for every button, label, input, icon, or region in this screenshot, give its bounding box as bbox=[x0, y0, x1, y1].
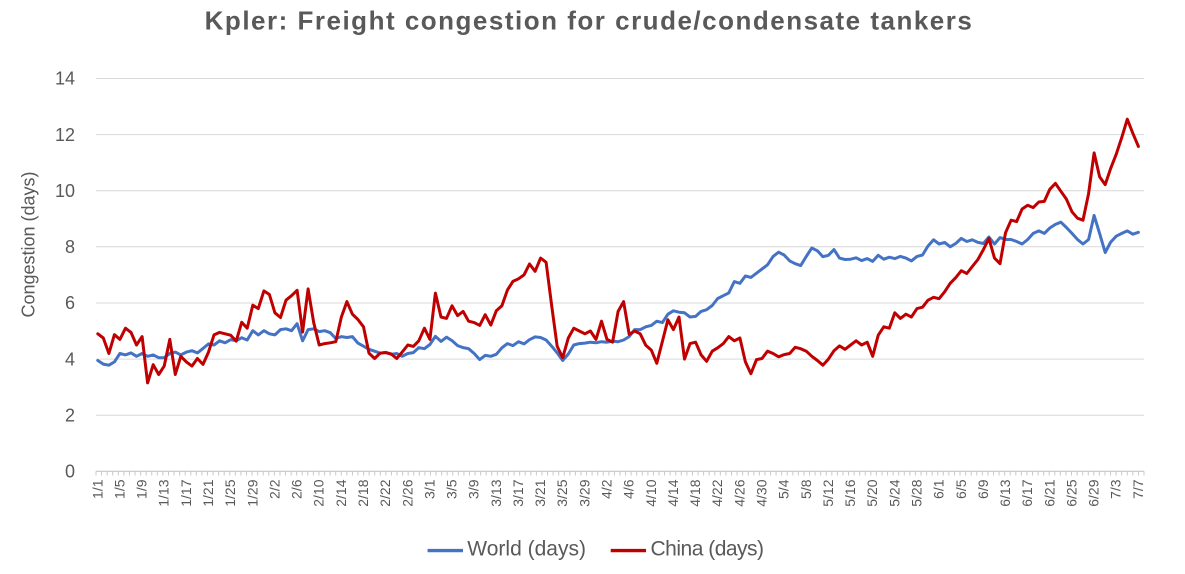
svg-text:0: 0 bbox=[65, 462, 75, 482]
svg-text:4/30: 4/30 bbox=[754, 479, 770, 506]
svg-text:5/24: 5/24 bbox=[886, 479, 902, 506]
svg-text:World (days): World (days) bbox=[467, 537, 586, 560]
svg-text:1/1: 1/1 bbox=[89, 479, 105, 499]
svg-text:5/4: 5/4 bbox=[776, 479, 792, 499]
svg-text:6: 6 bbox=[65, 293, 75, 313]
svg-text:1/9: 1/9 bbox=[134, 479, 150, 499]
svg-text:8: 8 bbox=[65, 237, 75, 257]
svg-text:6/29: 6/29 bbox=[1086, 479, 1102, 506]
svg-text:6/13: 6/13 bbox=[997, 479, 1013, 506]
svg-text:3/9: 3/9 bbox=[466, 479, 482, 499]
svg-text:4/10: 4/10 bbox=[643, 479, 659, 506]
svg-text:3/17: 3/17 bbox=[510, 479, 526, 506]
svg-text:5/20: 5/20 bbox=[864, 479, 880, 506]
svg-text:6/17: 6/17 bbox=[1019, 479, 1035, 506]
svg-text:1/5: 1/5 bbox=[111, 479, 127, 499]
svg-text:1/13: 1/13 bbox=[156, 479, 172, 506]
svg-text:4/14: 4/14 bbox=[665, 479, 681, 506]
svg-text:6/25: 6/25 bbox=[1064, 479, 1080, 506]
svg-text:6/21: 6/21 bbox=[1041, 479, 1057, 506]
svg-text:Congestion (days): Congestion (days) bbox=[19, 171, 39, 317]
svg-text:3/13: 3/13 bbox=[488, 479, 504, 506]
svg-text:1/25: 1/25 bbox=[222, 479, 238, 506]
svg-text:7/7: 7/7 bbox=[1130, 479, 1146, 499]
svg-text:1/17: 1/17 bbox=[178, 479, 194, 506]
svg-text:5/12: 5/12 bbox=[820, 479, 836, 506]
svg-text:4/26: 4/26 bbox=[731, 479, 747, 506]
svg-text:6/9: 6/9 bbox=[975, 479, 991, 499]
svg-text:2/22: 2/22 bbox=[377, 479, 393, 506]
svg-text:4/2: 4/2 bbox=[599, 479, 615, 499]
svg-text:5/16: 5/16 bbox=[842, 479, 858, 506]
svg-text:2: 2 bbox=[65, 405, 75, 425]
svg-text:5/28: 5/28 bbox=[909, 479, 925, 506]
svg-text:6/5: 6/5 bbox=[953, 479, 969, 499]
svg-text:2/10: 2/10 bbox=[311, 479, 327, 506]
svg-text:3/29: 3/29 bbox=[576, 479, 592, 506]
svg-text:2/2: 2/2 bbox=[266, 479, 282, 499]
svg-text:2/6: 2/6 bbox=[289, 479, 305, 499]
svg-text:5/8: 5/8 bbox=[798, 479, 814, 499]
svg-text:3/5: 3/5 bbox=[444, 479, 460, 499]
svg-text:1/29: 1/29 bbox=[244, 479, 260, 506]
svg-text:4/6: 4/6 bbox=[621, 479, 637, 499]
svg-text:4/22: 4/22 bbox=[709, 479, 725, 506]
svg-text:6/1: 6/1 bbox=[931, 479, 947, 499]
svg-text:7/3: 7/3 bbox=[1108, 479, 1124, 499]
svg-text:2/18: 2/18 bbox=[355, 479, 371, 506]
svg-text:2/26: 2/26 bbox=[399, 479, 415, 506]
svg-text:1/21: 1/21 bbox=[200, 479, 216, 506]
svg-text:3/1: 3/1 bbox=[421, 479, 437, 499]
svg-text:4/18: 4/18 bbox=[687, 479, 703, 506]
svg-text:Kpler: Freight congestion for: Kpler: Freight congestion for crude/cond… bbox=[205, 6, 974, 36]
svg-text:3/25: 3/25 bbox=[554, 479, 570, 506]
svg-text:China (days): China (days) bbox=[651, 537, 764, 560]
svg-text:10: 10 bbox=[55, 181, 75, 201]
svg-text:2/14: 2/14 bbox=[333, 479, 349, 506]
svg-text:12: 12 bbox=[55, 125, 75, 145]
svg-text:4: 4 bbox=[65, 349, 75, 369]
svg-text:14: 14 bbox=[55, 69, 75, 89]
svg-text:3/21: 3/21 bbox=[532, 479, 548, 506]
